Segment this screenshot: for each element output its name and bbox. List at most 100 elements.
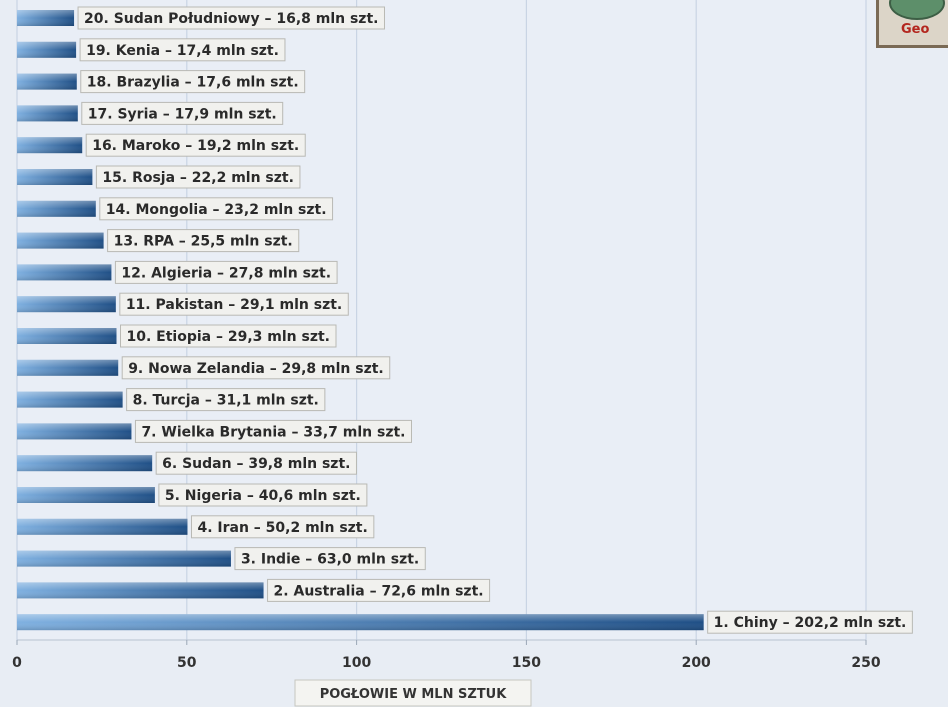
bar-shine (17, 550, 231, 567)
data-label-text: 14. Mongolia – 23,2 mln szt. (106, 202, 327, 218)
data-label: 14. Mongolia – 23,2 mln szt. (99, 197, 334, 221)
data-label: 6. Sudan – 39,8 mln szt. (155, 451, 357, 475)
bar-shine (17, 328, 117, 344)
bar (17, 487, 155, 503)
bar (17, 550, 231, 567)
data-label-box (267, 578, 491, 602)
data-label-text: 17. Syria – 17,9 mln szt. (88, 106, 277, 122)
data-label: 18. Brazylia – 17,6 mln szt. (80, 70, 306, 94)
bar (17, 582, 264, 599)
data-label-box (85, 133, 306, 157)
bar-shine (17, 73, 77, 90)
x-tick-label: 250 (851, 655, 880, 671)
data-label-box (81, 101, 284, 125)
x-tick-label: 50 (177, 655, 197, 671)
bar-shine (17, 455, 153, 472)
globe-icon (889, 0, 945, 20)
x-tick-label: 100 (342, 655, 371, 671)
data-label: 17. Syria – 17,9 mln szt. (81, 101, 284, 125)
data-label-box (190, 515, 375, 539)
data-label-box (707, 610, 913, 634)
data-label-box (119, 292, 349, 316)
bar (17, 169, 93, 185)
bar-shine (17, 391, 123, 408)
data-label: 3. Indie – 63,0 mln szt. (234, 547, 426, 571)
data-label: 12. Algieria – 27,8 mln szt. (114, 260, 338, 284)
x-tick-label: 150 (512, 655, 541, 671)
bar (17, 105, 78, 122)
data-label-box (120, 324, 337, 348)
data-label: 10. Etiopia – 29,3 mln szt. (120, 324, 337, 348)
data-label: 13. RPA – 25,5 mln szt. (107, 229, 300, 253)
plot-background (17, 0, 866, 640)
data-label-box (95, 165, 301, 189)
bar (17, 41, 77, 58)
data-label-text: 1. Chiny – 202,2 mln szt. (714, 615, 907, 631)
data-label-text: 5. Nigeria – 40,6 mln szt. (165, 488, 361, 504)
bar (17, 328, 117, 344)
x-tick-label: 0 (12, 655, 22, 671)
bar-shine (17, 41, 77, 58)
data-label-box (80, 70, 306, 94)
data-label-box (121, 356, 391, 380)
bar (17, 614, 704, 631)
bar-shine (17, 487, 155, 503)
bar-shine (17, 169, 93, 185)
x-axis-label-box (294, 679, 532, 707)
bar (17, 518, 188, 535)
data-labels: 20. Sudan Południowy – 16,8 mln szt. 19. … (77, 6, 913, 634)
data-label: 4. Iran – 50,2 mln szt. (190, 515, 375, 539)
data-label-box (114, 260, 338, 284)
data-label: 9. Nowa Zelandia – 29,8 mln szt. (121, 356, 391, 380)
bar (17, 423, 132, 440)
data-label-text: 8. Turcja – 31,1 mln szt. (133, 393, 319, 409)
data-label-box (158, 483, 368, 507)
logo-text: Geo (901, 22, 930, 37)
data-label: 19. Kenia – 17,4 mln szt. (79, 38, 286, 62)
x-tick-label: 200 (682, 655, 711, 671)
data-label: 11. Pakistan – 29,1 mln szt. (119, 292, 349, 316)
plot-area (17, 0, 866, 640)
bar-shine (17, 232, 104, 249)
data-label-text: 13. RPA – 25,5 mln szt. (114, 234, 293, 250)
data-label: 7. Wielka Brytania – 33,7 mln szt. (134, 419, 412, 443)
data-label-text: 2. Australia – 72,6 mln szt. (274, 583, 484, 599)
data-label: 1. Chiny – 202,2 mln szt. (707, 610, 913, 634)
data-label-box (99, 197, 334, 221)
data-label-text: 19. Kenia – 17,4 mln szt. (86, 43, 279, 59)
bar-shine (17, 582, 264, 599)
data-label-text: 10. Etiopia – 29,3 mln szt. (127, 329, 331, 345)
bar (17, 232, 104, 249)
data-label-text: 9. Nowa Zelandia – 29,8 mln szt. (128, 361, 384, 377)
data-label-text: 4. Iran – 50,2 mln szt. (197, 520, 367, 536)
data-label-box (155, 451, 357, 475)
data-label-text: 6. Sudan – 39,8 mln szt. (162, 456, 350, 472)
data-label: 2. Australia – 72,6 mln szt. (267, 578, 491, 602)
bar (17, 359, 119, 376)
data-label: 8. Turcja – 31,1 mln szt. (126, 388, 326, 412)
bar (17, 264, 112, 281)
data-label-text: 11. Pakistan – 29,1 mln szt. (126, 297, 342, 313)
bar-shine (17, 137, 83, 154)
bar (17, 137, 83, 154)
bar-shine (17, 200, 96, 217)
data-label-text: 7. Wielka Brytania – 33,7 mln szt. (141, 424, 405, 440)
data-label-text: 15. Rosja – 22,2 mln szt. (102, 170, 294, 186)
bar (17, 73, 77, 90)
data-label-text: 20. Sudan Południowy – 16,8 mln szt. (84, 11, 378, 27)
data-label: 16. Maroko – 19,2 mln szt. (85, 133, 306, 157)
data-label-box (107, 229, 300, 253)
data-label: 15. Rosja – 22,2 mln szt. (95, 165, 301, 189)
data-label: 5. Nigeria – 40,6 mln szt. (158, 483, 368, 507)
data-label-text: 18. Brazylia – 17,6 mln szt. (87, 75, 299, 91)
data-label-box (134, 419, 412, 443)
bar (17, 296, 116, 313)
x-axis-ticks: 0 50 100 150 200 250 (12, 640, 881, 671)
data-label-text: 3. Indie – 63,0 mln szt. (241, 552, 419, 568)
bar-shine (17, 359, 119, 376)
data-label: 20. Sudan Południowy – 16,8 mln szt. (77, 6, 385, 30)
bar-shine (17, 296, 116, 313)
data-label-text: 16. Maroko – 19,2 mln szt. (92, 138, 299, 154)
data-label-box (126, 388, 326, 412)
